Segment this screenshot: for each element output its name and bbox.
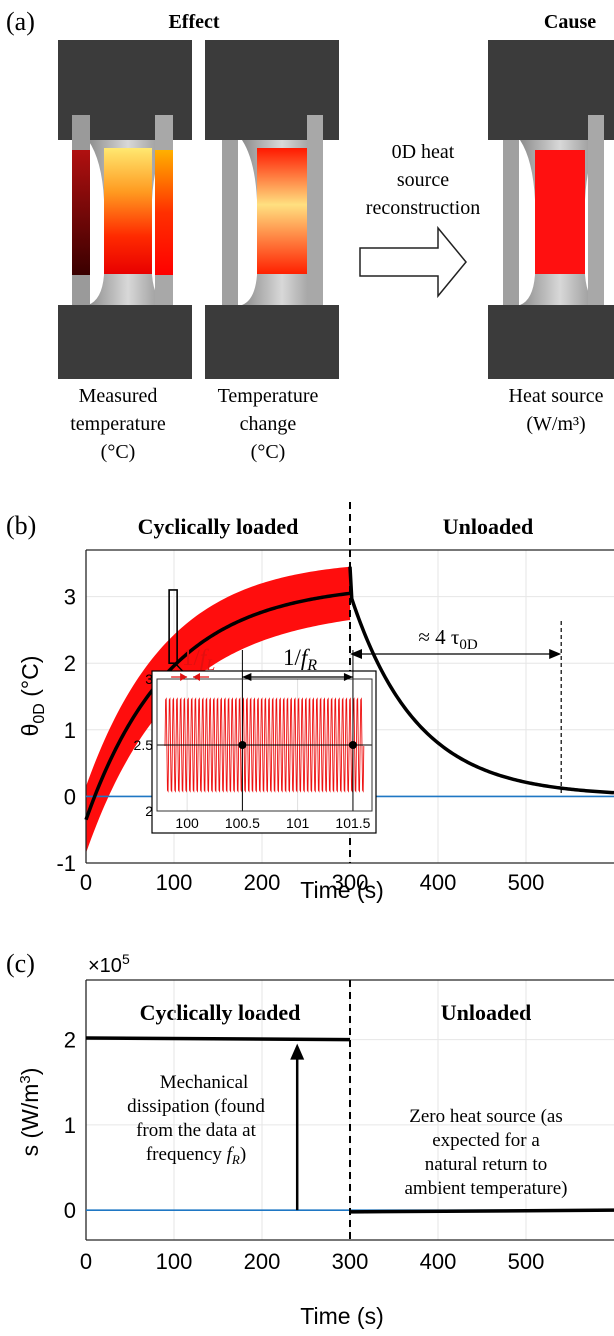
- annotation-left-4: frequency fR): [146, 1144, 246, 1167]
- annotation-left-3: from the data at: [136, 1120, 256, 1141]
- annotation-right-4: ambient temperature): [404, 1178, 567, 1199]
- panel-c-ticks: 0 100 200 300 400 500 0 1 2: [64, 1028, 545, 1274]
- caption-measured-1: Measured: [79, 385, 158, 407]
- caption-source: Heat source (W/m³): [509, 385, 604, 435]
- inset-axes-box: [156, 678, 373, 812]
- x-tick-label: 200: [244, 870, 281, 895]
- panel-a: (a) Effect Cause 0D heat source reconstr…: [6, 7, 614, 463]
- panel-c-region-right: Unloaded: [441, 1000, 531, 1025]
- caption-change: Temperature change (°C): [218, 385, 319, 463]
- inset-x-tick: 100.5: [225, 815, 260, 831]
- x-tick-label: 500: [508, 1249, 545, 1274]
- x-tick-label: 200: [244, 1249, 281, 1274]
- specimen-measured: [58, 40, 192, 379]
- annotation-right: Zero heat source (as expected for a natu…: [404, 1106, 567, 1199]
- effect-heading: Effect: [168, 11, 219, 33]
- y-tick-label: 3: [64, 585, 76, 610]
- period-R-head-left: [242, 673, 252, 681]
- annotation-right-3: natural return to: [425, 1154, 547, 1175]
- panel-a-label: (a): [6, 7, 35, 36]
- inset-x-tick: 101: [286, 815, 310, 831]
- x-tick-label: 400: [420, 1249, 457, 1274]
- x-tick-label: 500: [508, 870, 545, 895]
- period-L-head-left: [180, 673, 188, 681]
- cause-heading: Cause: [544, 11, 596, 33]
- inset-y-tick: 3: [145, 671, 153, 687]
- caption-change-1: Temperature: [218, 385, 319, 407]
- inset-x-tick: 100: [175, 815, 199, 831]
- y-tick-label: 1: [64, 1113, 76, 1138]
- annotation-right-1: Zero heat source (as: [409, 1106, 563, 1127]
- zoom-box: [168, 589, 178, 665]
- x-tick-label: 100: [156, 870, 193, 895]
- panel-c-exponent: ×105: [88, 951, 130, 977]
- annotation-right-2: expected for a: [432, 1130, 540, 1151]
- panel-b-region-right: Unloaded: [443, 514, 533, 539]
- y-tick-label: 2: [64, 1028, 76, 1053]
- inset-x-tick: 101.5: [335, 815, 370, 831]
- period-L-head-right: [193, 673, 201, 681]
- series-unloaded: [349, 1208, 614, 1214]
- annotation-left: Mechanical dissipation (found from the d…: [127, 1072, 265, 1167]
- arrow-text-3: reconstruction: [366, 197, 480, 219]
- mean-curve-loaded: [84, 591, 351, 821]
- arrow-text-2: source: [397, 169, 449, 191]
- panel-c-region-left: Cyclically loaded: [140, 1000, 301, 1025]
- annotation-left-1: Mechanical: [160, 1072, 249, 1093]
- panel-b-inset: 100 100.5 101 101.5 2 2.5 3: [134, 650, 377, 834]
- series-loaded: [85, 1036, 351, 1042]
- inset-label-L: 1/fL: [182, 645, 215, 674]
- x-tick-label: 300: [332, 1249, 369, 1274]
- y-tick-label: -1: [56, 851, 76, 876]
- specimen-source: [488, 40, 614, 379]
- reconstruction-arrow: 0D heat source reconstruction: [359, 141, 480, 299]
- panel-b-xlabel: Time (s): [300, 877, 383, 903]
- inset-label-R: 1/fR: [283, 645, 317, 674]
- panel-b-region-left: Cyclically loaded: [138, 514, 299, 539]
- inset-signal: [164, 697, 365, 793]
- inset-labels: 1/fL 1/fR: [182, 645, 317, 674]
- caption-change-2: change: [240, 413, 297, 435]
- caption-source-2: (W/m³): [526, 413, 585, 435]
- y-tick-label: 2: [64, 651, 76, 676]
- panel-b-tau-annotation: ≈ 4 τ0D: [418, 625, 477, 653]
- y-tick-label: 0: [64, 1198, 76, 1223]
- inset-y-tick: 2.5: [134, 737, 154, 753]
- panel-c-ylabel: s (W/m3): [17, 1068, 43, 1157]
- x-tick-label: 300: [332, 870, 369, 895]
- annotation-left-2: dissipation (found: [127, 1096, 265, 1117]
- panel-c-label: (c): [6, 949, 35, 978]
- panel-b: (b) Cyclically loaded Unloaded 0 100 200 30…: [6, 502, 614, 903]
- tau-arrow-right: [549, 649, 562, 659]
- caption-measured-2: temperature: [70, 413, 166, 435]
- x-tick-label: 0: [80, 1249, 92, 1274]
- caption-change-3: (°C): [251, 441, 286, 463]
- x-tick-label: 400: [420, 870, 457, 895]
- panel-b-ylabel: θ0D (°C): [17, 656, 48, 737]
- x-tick-label: 0: [80, 870, 92, 895]
- panel-c-curves: [85, 980, 614, 1240]
- inset-y-tick: 2: [145, 803, 153, 819]
- mean-curve-unloaded: [348, 566, 614, 795]
- period-R-head-right: [343, 673, 353, 681]
- arrow-text-1: 0D heat: [392, 141, 455, 163]
- caption-measured: Measured temperature (°C): [70, 385, 166, 463]
- panel-b-label: (b): [6, 511, 36, 540]
- panel-c-xlabel: Time (s): [300, 1303, 383, 1329]
- dissipation-arrow-head: [290, 1043, 305, 1060]
- tau-arrow-left: [350, 649, 362, 659]
- panel-c: (c) ×105 Cyclically loaded Unloaded 0 100…: [6, 949, 614, 1329]
- y-tick-label: 0: [64, 784, 76, 809]
- caption-source-1: Heat source: [509, 385, 604, 407]
- y-tick-label: 1: [64, 718, 76, 743]
- specimen-change: [205, 40, 339, 379]
- x-tick-label: 100: [156, 1249, 193, 1274]
- caption-measured-3: (°C): [101, 441, 136, 463]
